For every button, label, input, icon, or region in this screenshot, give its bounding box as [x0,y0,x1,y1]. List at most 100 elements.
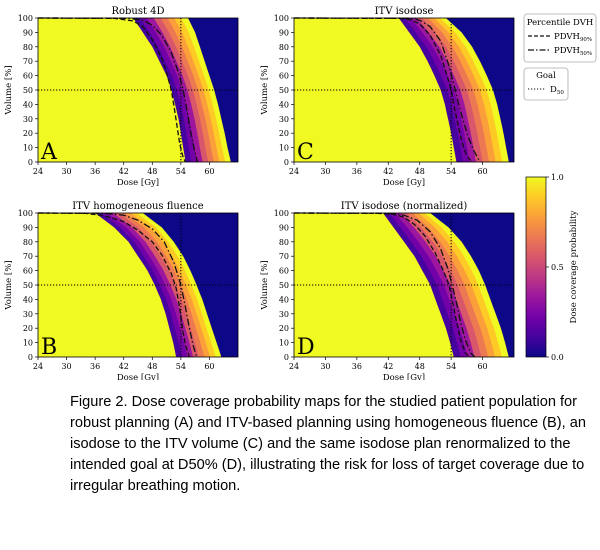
panel-title: ITV isodose [375,6,434,17]
y-tick-label: 80 [279,238,289,247]
y-tick-label: 50 [23,86,33,95]
x-tick-label: 42 [383,362,393,371]
y-tick-label: 70 [23,57,33,66]
panel-title: ITV homogeneous fluence [72,201,204,212]
panel-D: 24 30 36 42 48 54 60 0 10 20 30 40 50 60 70 80 90 100 Dose… [260,201,515,380]
y-tick-label: 60 [279,72,289,81]
y-tick-label: 60 [23,267,33,276]
y-tick-label: 10 [23,144,33,153]
y-tick-label: 50 [23,281,33,290]
y-tick-label: 40 [23,100,33,109]
x-tick-label: 24 [289,167,299,176]
x-tick-label: 30 [61,167,71,176]
x-tick-label: 60 [204,167,214,176]
figure-canvas: 24 30 36 42 48 54 600102030405060708090100Dose… [4,6,597,380]
y-tick-label: 10 [279,339,289,348]
y-tick-label: 0 [28,353,33,362]
legend-label: PDVH90% [554,32,592,43]
legend-title: Percentile DVH [527,18,594,28]
panel-title: Robust 4D [111,6,164,17]
y-tick-label: 40 [279,295,289,304]
y-tick-label: 80 [23,43,33,52]
y-tick-label: 80 [279,43,289,52]
panel-title: ITV isodose (normalized) [341,201,468,212]
goal-legend-box [523,67,569,101]
goal-legend-title: Goal [536,71,556,81]
x-tick-label: 60 [477,167,487,176]
y-tick-label: 70 [279,57,289,66]
x-tick-label: 60 [204,362,214,371]
x-tick-label: 36 [352,167,362,176]
pdvh-90-line [293,17,473,163]
colorbar-gradient [525,176,547,358]
y-tick-label: 70 [23,252,33,261]
x-axis-label: Dose [Gy] [117,373,159,380]
y-axis-label: Volume [%] [260,260,270,310]
y-tick-label: 90 [279,28,289,37]
x-tick-label: 36 [352,362,362,371]
y-tick-label: 0 [284,158,289,167]
pdvh-50-line [293,17,481,163]
y-tick-label: 20 [23,129,33,138]
x-tick-label: 24 [289,362,299,371]
y-tick-label: 0 [28,158,33,167]
full-coverage-region [38,18,186,162]
x-tick-label: 54 [446,362,456,371]
y-tick-label: 70 [279,252,289,261]
panel-C: 24 30 36 42 48 54 60 0 10 20 30 40 50 60 70 80 90 100 Dose… [260,6,515,188]
x-tick-label: 42 [119,362,129,371]
y-tick-label: 100 [274,14,289,23]
colorbar: 1.0 0.5 0.0 Dose coverage probability [525,173,579,362]
x-tick-label: 54 [176,167,186,176]
x-tick-label: 30 [320,167,330,176]
legend: Percentile DVH PDVH90% PDVH50% Goal D50 [523,13,597,101]
y-tick-label: 10 [23,339,33,348]
pdvh-90-line [293,212,470,358]
y-tick-label: 0 [284,353,289,362]
legend-label: PDVH50% [554,46,592,57]
x-tick-label: 30 [61,362,71,371]
x-tick-label: 42 [119,167,129,176]
y-tick-label: 30 [279,310,289,319]
panel-label: A [40,140,58,165]
x-tick-label: 54 [446,167,456,176]
pdvh-50-line [37,212,198,358]
x-tick-label: 36 [90,167,100,176]
y-tick-label: 40 [279,100,289,109]
y-tick-label: 30 [23,310,33,319]
x-axis-label: Dose [Gy] [383,178,425,188]
x-tick-label: 48 [147,362,157,371]
y-tick-label: 20 [23,324,33,333]
goal-legend-label: D50 [550,85,564,96]
x-tick-label: 48 [415,167,425,176]
y-tick-label: 90 [23,223,33,232]
colorbar-tick-label: 0.0 [551,353,564,362]
colorbar-tick-label: 0.5 [551,263,564,272]
panel-label: D [297,335,315,360]
y-tick-label: 90 [279,223,289,232]
y-tick-label: 50 [279,281,289,290]
x-tick-label: 30 [320,362,330,371]
x-tick-label: 48 [147,167,157,176]
y-tick-label: 100 [18,209,33,218]
y-tick-label: 100 [274,209,289,218]
y-axis-label: Volume [%] [4,65,14,115]
y-tick-label: 20 [279,129,289,138]
y-tick-label: 30 [279,115,289,124]
y-tick-label: 50 [279,86,289,95]
x-axis-label: Dose [Gy] [117,178,159,188]
y-axis-label: Volume [%] [260,65,270,115]
y-axis-label: Volume [%] [4,260,14,310]
panel-A: 24 30 36 42 48 54 60 0 10 20 30 40 50 60 70 80 90 100 Dose… [4,6,239,188]
figure-caption: Figure 2. Dose coverage probability maps… [70,394,586,494]
pdvh-50-line [37,17,199,163]
x-tick-label: 54 [176,362,186,371]
panel-label: B [41,335,57,360]
y-tick-label: 80 [23,238,33,247]
x-tick-label: 48 [415,362,425,371]
x-tick-label: 60 [477,362,487,371]
x-tick-label: 24 [33,362,43,371]
pdvh-50-line [293,212,476,358]
panel-B: 24 30 36 42 48 54 60 0 10 20 30 40 50 60 70 80 90 100 Dose… [4,201,239,380]
y-tick-label: 60 [23,72,33,81]
